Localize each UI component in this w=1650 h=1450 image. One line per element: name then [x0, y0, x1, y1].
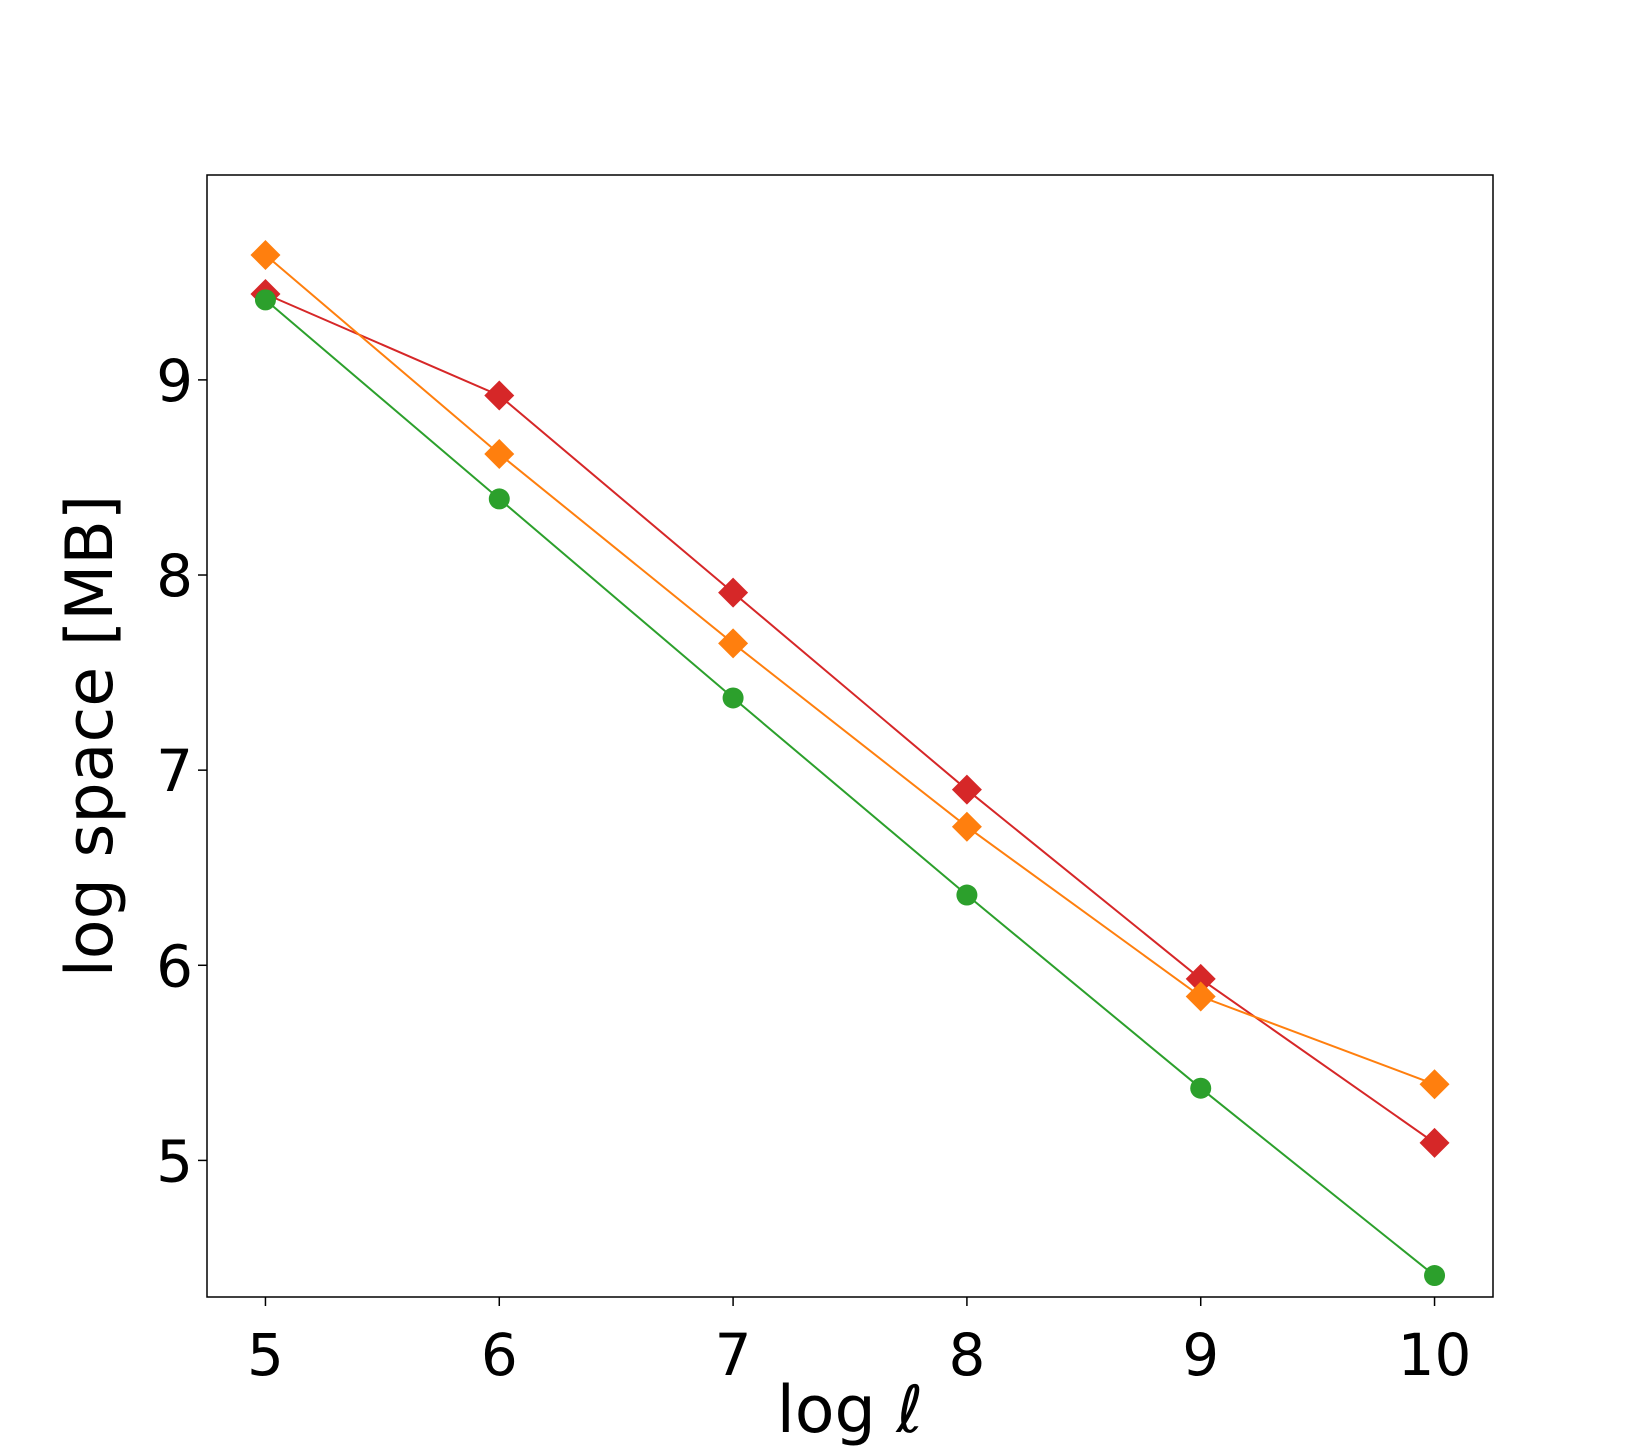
data-point — [250, 240, 281, 271]
y-tick-label: 7 — [156, 737, 193, 805]
series-line — [264, 254, 1435, 1086]
x-axis: 5 6 7 8 9 10 — [247, 1297, 1471, 1389]
y-tick-label: 8 — [156, 542, 193, 610]
data-point — [484, 380, 515, 411]
data-point — [484, 439, 515, 470]
y-axis: 5 6 7 8 9 — [156, 347, 207, 1195]
data-point — [1424, 1265, 1446, 1287]
axes-frame — [206, 174, 1494, 1298]
data-point — [718, 628, 749, 659]
data-point — [488, 488, 510, 510]
data-point — [1419, 1069, 1450, 1100]
x-tick-label: 8 — [948, 1321, 985, 1389]
y-tick-label: 9 — [156, 347, 193, 415]
data-point — [718, 577, 749, 608]
y-tick-label: 6 — [156, 932, 193, 1000]
x-tick-label: 10 — [1398, 1321, 1472, 1389]
x-tick-label: 7 — [715, 1321, 752, 1389]
series-line — [265, 293, 1436, 1144]
x-tick-label: 5 — [247, 1321, 284, 1389]
data-point — [1185, 981, 1216, 1012]
series-line — [264, 299, 1436, 1277]
data-point — [1190, 1077, 1212, 1099]
data-point — [1185, 963, 1216, 994]
data-point — [722, 687, 744, 709]
data-point — [956, 884, 978, 906]
series-3 — [254, 289, 1446, 1287]
series-2 — [250, 240, 1450, 1100]
data-point — [951, 811, 982, 842]
data-point — [951, 774, 982, 805]
data-point — [254, 289, 276, 311]
y-axis-label: log space [MB] — [53, 495, 128, 978]
x-axis-label: log ℓ — [777, 1373, 924, 1448]
x-tick-label: 6 — [481, 1321, 518, 1389]
data-point — [1419, 1127, 1450, 1158]
plot-area — [250, 240, 1450, 1287]
y-tick-label: 5 — [156, 1127, 193, 1195]
x-tick-label: 9 — [1182, 1321, 1219, 1389]
